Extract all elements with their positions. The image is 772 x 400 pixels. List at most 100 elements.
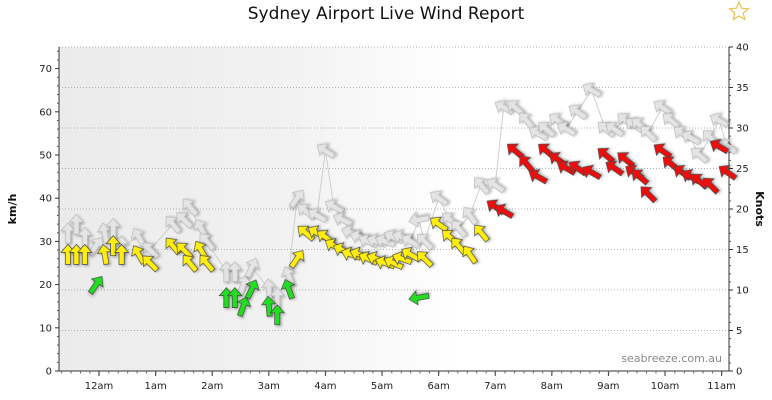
left-tick-label: 60 xyxy=(39,107,52,118)
wind-arrow[interactable] xyxy=(602,157,626,180)
x-tick-label: 3am xyxy=(258,381,280,392)
credit-label: seabreeze.com.au xyxy=(621,352,722,365)
gust-arrow xyxy=(142,242,160,260)
gust-arrow xyxy=(165,215,182,234)
gust-arrows xyxy=(60,82,738,309)
gust-arrow xyxy=(537,122,556,139)
x-axis-ticks: 12am 1am 2am 3am 4am 5am 6am 7am 8am 9am 10am 11am xyxy=(61,371,736,392)
star-outline-icon[interactable] xyxy=(728,0,750,22)
x-tick-label: 12am xyxy=(85,381,114,392)
left-axis-ticks: 0 10 20 30 40 50 60 70 xyxy=(39,50,59,378)
wind-arrow[interactable] xyxy=(77,243,93,265)
gust-line-segment xyxy=(288,198,298,277)
wind-arrow[interactable] xyxy=(241,277,262,301)
gust-line-segment xyxy=(316,150,326,216)
wind-arrow[interactable] xyxy=(426,213,450,236)
gust-arrow xyxy=(176,212,194,230)
gust-arrow xyxy=(332,211,354,227)
gust-line-segment xyxy=(576,89,592,113)
gust-arrow xyxy=(316,143,336,160)
wind-arrow[interactable] xyxy=(469,221,493,245)
wind-arrow[interactable] xyxy=(286,246,309,270)
gust-line-segment xyxy=(709,120,720,138)
wind-arrow[interactable] xyxy=(412,247,436,271)
right-tick-label: 40 xyxy=(736,43,749,54)
gust-arrow xyxy=(568,104,588,121)
gust-arrow xyxy=(681,130,702,146)
wind-arrow[interactable] xyxy=(233,294,253,318)
gust-arrow xyxy=(690,147,709,164)
gust-arrow xyxy=(462,206,479,226)
wind-arrow[interactable] xyxy=(178,251,202,275)
gust-arrow xyxy=(486,177,506,194)
wind-arrow[interactable] xyxy=(390,249,414,269)
x-tick-label: 9am xyxy=(597,381,619,392)
left-tick-label: 0 xyxy=(46,367,52,378)
gust-arrow xyxy=(226,260,243,283)
gust-arrow xyxy=(408,212,430,228)
gust-arrow xyxy=(324,199,345,215)
wind-arrow[interactable] xyxy=(113,243,130,265)
left-tick-label: 10 xyxy=(39,323,52,334)
left-tick-label: 30 xyxy=(39,237,52,248)
x-tick-label: 10am xyxy=(651,381,680,392)
wind-arrow[interactable] xyxy=(715,161,739,184)
gust-arrow xyxy=(401,233,421,250)
gust-line-segment xyxy=(698,137,711,156)
gust-arrow xyxy=(709,112,730,129)
wind-arrow[interactable] xyxy=(650,139,674,162)
wind-arrow[interactable] xyxy=(105,235,121,257)
gust-arrow xyxy=(582,82,602,98)
wind-arrow[interactable] xyxy=(227,287,243,308)
gust-arrow xyxy=(429,190,449,207)
x-tick-label: 7am xyxy=(484,381,506,392)
wind-arrows xyxy=(60,135,739,326)
gust-arrow xyxy=(640,125,658,143)
right-axis-ticks: 0 5 10 15 20 25 30 35 40 xyxy=(729,43,749,378)
y-axis-label-right: Knots xyxy=(753,191,766,227)
gust-arrow xyxy=(68,213,85,235)
left-tick-label: 50 xyxy=(39,151,52,162)
wind-arrow[interactable] xyxy=(269,304,286,326)
wind-arrow[interactable] xyxy=(195,251,219,275)
gust-arrow xyxy=(605,121,625,138)
gust-line-segment xyxy=(149,223,173,251)
wind-arrow[interactable] xyxy=(458,242,481,266)
x-tick-label: 8am xyxy=(541,381,563,392)
wind-arrow[interactable] xyxy=(260,295,277,317)
wind-arrow[interactable] xyxy=(627,165,651,189)
x-tick-label: 6am xyxy=(427,381,449,392)
chart-title: Sydney Airport Live Wind Report xyxy=(247,4,525,24)
wind-arrow[interactable] xyxy=(293,221,317,245)
gust-line-segment xyxy=(324,150,335,207)
gust-arrow xyxy=(288,189,305,209)
right-tick-label: 25 xyxy=(736,164,749,175)
wind-arrow[interactable] xyxy=(279,277,299,301)
x-tick-label: 1am xyxy=(144,381,166,392)
wind-arrow[interactable] xyxy=(408,289,430,306)
right-tick-label: 0 xyxy=(736,367,742,378)
wind-arrow[interactable] xyxy=(707,135,731,157)
wind-arrow[interactable] xyxy=(85,272,108,296)
gust-arrow xyxy=(474,177,491,196)
x-tick-label: 4am xyxy=(314,381,336,392)
gust-line-segment xyxy=(647,107,663,134)
y-axis-label-left: km/h xyxy=(6,194,19,225)
left-tick-label: 40 xyxy=(39,194,52,205)
gust-line-segment xyxy=(565,111,578,130)
left-tick-label: 20 xyxy=(39,280,52,291)
gust-arrow xyxy=(307,207,328,224)
gust-line-segment xyxy=(494,107,505,186)
gust-arrow xyxy=(182,198,199,217)
right-tick-label: 20 xyxy=(736,205,749,216)
right-tick-label: 35 xyxy=(736,83,749,94)
wind-arrow[interactable] xyxy=(636,182,660,206)
wind-arrow[interactable] xyxy=(579,161,603,183)
wind-arrow[interactable] xyxy=(138,251,162,275)
gust-arrow xyxy=(556,121,577,137)
wind-arrow[interactable] xyxy=(492,200,516,222)
wind-arrow[interactable] xyxy=(526,166,550,188)
wind-arrow[interactable] xyxy=(698,173,722,197)
x-tick-label: 5am xyxy=(371,381,393,392)
